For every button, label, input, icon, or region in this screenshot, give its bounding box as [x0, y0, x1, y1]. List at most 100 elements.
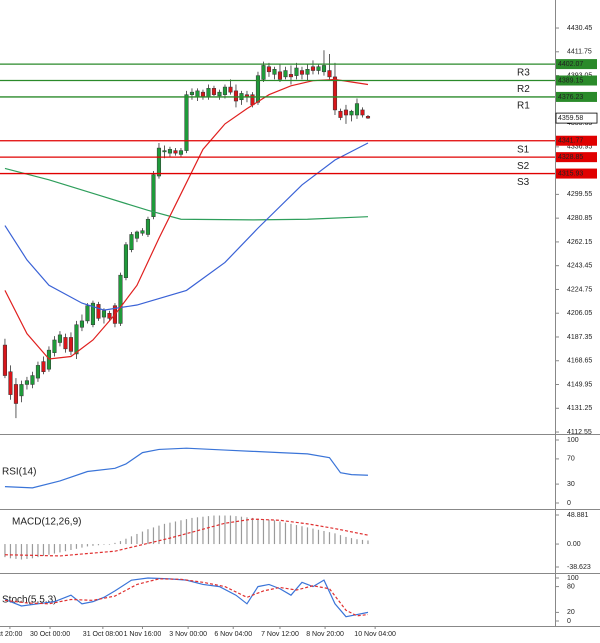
histogram-bar	[273, 520, 276, 545]
y-tick-label: 4430.45	[567, 25, 592, 32]
x-tick-label: 8 Nov 20:00	[306, 631, 344, 638]
candle-body	[261, 65, 266, 80]
histogram-bar	[229, 515, 232, 545]
level-box	[556, 91, 597, 102]
histogram-bar	[15, 544, 17, 559]
histogram-bar	[136, 533, 138, 545]
histogram-bar	[180, 520, 182, 545]
candle-body	[178, 150, 184, 155]
histogram-bar	[345, 536, 347, 545]
candle-body	[255, 75, 261, 103]
x-tick-label: 6 Nov 04:00	[214, 631, 252, 638]
level-label: S2	[517, 161, 530, 172]
y-tick-label: -38.623	[567, 564, 591, 571]
candle-body	[41, 361, 46, 372]
histogram-bar	[334, 533, 336, 545]
indicator-line	[4, 578, 369, 617]
candle-body	[206, 88, 211, 98]
histogram-bar	[42, 544, 45, 556]
candle-body	[79, 320, 85, 328]
histogram-bar	[350, 538, 353, 545]
histogram-bar	[59, 544, 61, 553]
histogram-bar	[26, 544, 28, 559]
histogram-bar	[356, 539, 358, 545]
histogram-bar	[169, 522, 171, 545]
histogram-bar	[185, 519, 188, 545]
candle-body	[299, 70, 305, 75]
histogram-bar	[306, 527, 309, 545]
histogram-bar	[361, 539, 364, 545]
indicator-line	[4, 167, 369, 221]
level-box	[556, 75, 597, 86]
candle-body	[283, 70, 288, 78]
histogram-bar	[268, 519, 270, 545]
candle-body	[305, 69, 310, 75]
candle-body	[316, 66, 321, 71]
candle-body	[354, 103, 360, 116]
candle-body	[343, 109, 349, 116]
panel-title: MACD(12,26,9)	[12, 517, 81, 528]
level-value: 4328.85	[558, 154, 583, 161]
candle-body	[211, 88, 217, 95]
y-tick-label: 0	[567, 618, 571, 625]
candle-body	[173, 150, 178, 154]
histogram-bar	[81, 544, 83, 548]
level-label: S1	[517, 144, 530, 155]
y-tick-label: 48.881	[567, 512, 589, 519]
x-tick-label: 3 Nov 00:00	[169, 631, 207, 638]
candle-body	[250, 94, 255, 106]
candle-body	[272, 69, 277, 75]
histogram-bar	[130, 536, 133, 545]
last-price: 4359.58	[558, 115, 583, 122]
y-tick-label: 4112.55	[567, 429, 592, 436]
candle-body	[184, 94, 189, 151]
candle-body	[118, 274, 123, 324]
candle-body	[2, 344, 8, 376]
histogram-bar	[53, 544, 56, 554]
x-tick-label: ct 20:00	[0, 631, 22, 638]
x-tick-label: 30 Oct 00:00	[30, 631, 70, 638]
y-tick-label: 0	[567, 500, 571, 507]
histogram-bar	[119, 541, 122, 545]
histogram-bar	[339, 535, 342, 545]
x-tick-label: 10 Nov 04:00	[354, 631, 396, 638]
candle-body	[327, 70, 332, 78]
histogram-bar	[37, 544, 39, 558]
histogram-bar	[97, 544, 100, 546]
level-label: S3	[517, 177, 530, 188]
candle-body	[107, 313, 112, 319]
level-box	[556, 168, 597, 179]
candle-body	[266, 66, 272, 73]
histogram-bar	[246, 517, 248, 545]
y-tick-label: 100	[567, 575, 579, 582]
candle-body	[57, 334, 63, 343]
histogram-bar	[191, 517, 193, 545]
y-tick-label: 100	[567, 437, 579, 444]
x-tick-label: 31 Oct 08:00	[83, 631, 123, 638]
candle-body	[90, 302, 96, 325]
histogram-bar	[125, 538, 127, 545]
candle-body	[52, 339, 57, 353]
histogram-bar	[262, 519, 265, 545]
candle-body	[134, 231, 140, 239]
histogram-bar	[207, 516, 210, 545]
candle-body	[277, 71, 283, 80]
histogram-bar	[158, 525, 160, 545]
histogram-bar	[64, 544, 67, 552]
y-tick-label: 4336.95	[567, 144, 592, 151]
level-value: 4341.77	[558, 138, 583, 145]
y-tick-label: 4299.55	[567, 191, 592, 198]
candle-body	[338, 110, 343, 118]
level-box	[556, 59, 597, 70]
x-tick-label: 7 Nov 12:00	[261, 631, 299, 638]
y-tick-label: 4411.75	[567, 49, 592, 56]
histogram-bar	[20, 544, 23, 560]
indicator-line	[4, 518, 369, 557]
candle-body	[35, 365, 41, 379]
histogram-bar	[328, 532, 331, 545]
histogram-bar	[213, 515, 215, 545]
candle-body	[85, 305, 90, 322]
histogram-bar	[301, 526, 303, 545]
histogram-bar	[317, 529, 320, 545]
candle-body	[140, 230, 145, 234]
